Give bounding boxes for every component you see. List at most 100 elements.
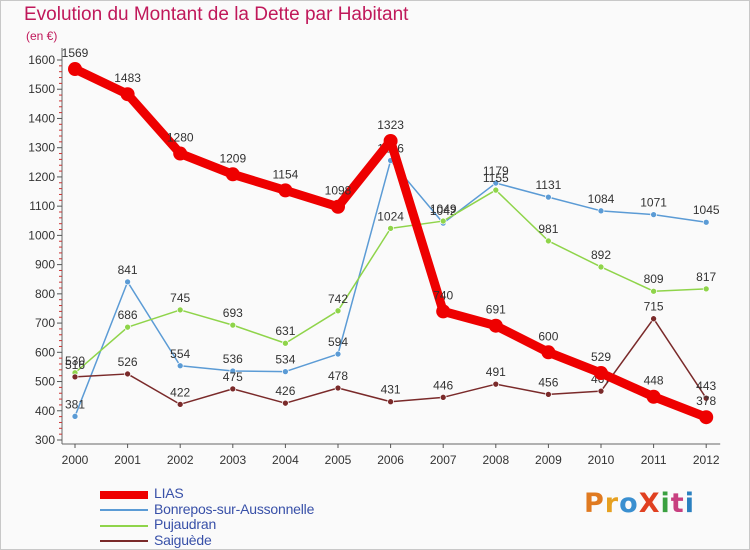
data-point-saigu-de <box>229 385 237 393</box>
data-label-pujaudran: 631 <box>275 324 295 338</box>
y-tick-label: 700 <box>35 316 55 330</box>
data-label-lias: 378 <box>696 394 716 408</box>
data-point-lias <box>383 133 398 148</box>
y-tick-label: 1000 <box>28 228 55 242</box>
y-tick-label: 1400 <box>28 111 55 125</box>
data-point-bonrepos-sur-aussonnelle <box>545 193 552 201</box>
data-point-lias <box>436 304 451 319</box>
data-label-saigu-de: 475 <box>223 370 243 384</box>
data-point-pujaudran <box>439 217 447 225</box>
y-tick-label: 900 <box>35 258 55 272</box>
data-label-pujaudran: 981 <box>538 222 558 236</box>
y-tick-label: 600 <box>35 345 55 359</box>
data-point-lias <box>278 183 293 198</box>
data-point-lias <box>225 167 240 182</box>
data-label-lias: 448 <box>644 374 664 388</box>
data-point-bonrepos-sur-aussonnelle <box>702 218 710 226</box>
x-tick-label: 2006 <box>377 453 404 467</box>
data-label-pujaudran: 817 <box>696 270 716 284</box>
chart-title: Evolution du Montant de la Dette par Hab… <box>24 4 409 25</box>
legend-label: Bonrepos-sur-Aussonnelle <box>154 500 315 517</box>
data-label-saigu-de: 491 <box>486 365 506 379</box>
data-point-bonrepos-sur-aussonnelle <box>650 211 657 218</box>
data-label-lias: 1569 <box>62 46 89 60</box>
data-point-saigu-de <box>282 399 289 407</box>
legend-label: Saiguède <box>154 531 212 548</box>
data-point-lias <box>699 410 714 425</box>
data-label-lias: 529 <box>591 350 611 364</box>
data-point-bonrepos-sur-aussonnelle <box>597 207 605 215</box>
data-label-bonrepos-sur-aussonnelle: 1179 <box>483 164 509 178</box>
x-tick-label: 2005 <box>325 453 352 467</box>
data-label-saigu-de: 456 <box>538 375 558 389</box>
data-label-bonrepos-sur-aussonnelle: 554 <box>170 347 190 361</box>
x-tick-label: 2009 <box>535 453 562 467</box>
data-point-bonrepos-sur-aussonnelle <box>334 350 342 358</box>
data-label-bonrepos-sur-aussonnelle: 1131 <box>535 178 561 192</box>
data-label-saigu-de: 715 <box>644 300 664 314</box>
data-label-saigu-de: 426 <box>275 384 295 398</box>
data-point-saigu-de <box>492 380 500 388</box>
data-label-pujaudran: 693 <box>223 306 243 320</box>
data-point-bonrepos-sur-aussonnelle <box>282 368 289 375</box>
data-point-pujaudran <box>597 263 605 271</box>
data-label-pujaudran: 745 <box>170 291 190 305</box>
data-label-bonrepos-sur-aussonnelle: 1071 <box>640 196 667 210</box>
x-tick-label: 2000 <box>62 453 89 467</box>
x-tick-label: 2012 <box>693 453 720 467</box>
legend-swatch <box>100 524 148 527</box>
logo-letter: i <box>660 488 671 519</box>
data-label-pujaudran: 1049 <box>430 202 457 216</box>
data-point-bonrepos-sur-aussonnelle <box>176 362 184 370</box>
data-label-bonrepos-sur-aussonnelle: 841 <box>118 263 138 277</box>
data-point-lias <box>120 87 135 102</box>
data-label-pujaudran: 742 <box>328 292 348 306</box>
y-tick-label: 300 <box>35 433 55 447</box>
data-label-bonrepos-sur-aussonnelle: 536 <box>223 352 243 366</box>
legend-swatch <box>100 490 148 499</box>
y-tick-label: 500 <box>35 375 55 389</box>
x-tick-label: 2003 <box>219 453 246 467</box>
data-point-saigu-de <box>387 398 394 406</box>
data-label-pujaudran: 686 <box>118 308 138 322</box>
data-point-pujaudran <box>176 306 184 314</box>
data-point-lias <box>488 318 503 333</box>
data-point-lias <box>541 345 556 360</box>
data-point-saigu-de <box>650 315 657 323</box>
data-label-pujaudran: 892 <box>591 248 611 262</box>
x-tick-label: 2008 <box>482 453 509 467</box>
logo-letter: i <box>684 488 695 519</box>
data-point-lias <box>594 366 608 381</box>
data-label-lias: 600 <box>538 329 558 343</box>
x-tick-label: 2011 <box>641 453 667 467</box>
data-point-bonrepos-sur-aussonnelle <box>492 179 500 187</box>
y-tick-label: 800 <box>35 287 55 301</box>
data-label-pujaudran: 809 <box>644 272 664 286</box>
data-point-pujaudran <box>492 186 500 194</box>
y-tick-label: 1200 <box>28 170 55 184</box>
legend-label: LIAS <box>154 485 184 501</box>
data-point-pujaudran <box>282 339 289 347</box>
data-point-saigu-de <box>71 373 79 381</box>
data-label-saigu-de: 422 <box>170 385 190 399</box>
data-point-pujaudran <box>650 287 657 295</box>
data-point-bonrepos-sur-aussonnelle <box>124 278 131 286</box>
data-point-pujaudran <box>334 307 342 315</box>
y-tick-label: 1100 <box>29 199 55 213</box>
legend-swatch <box>100 509 148 512</box>
data-point-saigu-de <box>597 387 605 395</box>
data-label-lias: 1154 <box>272 167 298 181</box>
data-label-lias: 740 <box>433 288 453 302</box>
data-label-bonrepos-sur-aussonnelle: 1042 <box>430 204 457 218</box>
data-point-pujaudran <box>702 285 710 293</box>
data-label-bonrepos-sur-aussonnelle: 534 <box>275 353 295 367</box>
data-label-lias: 1280 <box>167 131 194 145</box>
data-label-lias: 691 <box>486 303 506 317</box>
data-point-pujaudran <box>387 225 394 232</box>
x-tick-label: 2010 <box>588 453 615 467</box>
data-point-pujaudran <box>545 237 552 245</box>
logo-letter: r <box>604 488 620 519</box>
data-point-saigu-de <box>545 391 552 398</box>
data-point-saigu-de <box>702 394 710 402</box>
data-point-lias <box>173 146 188 161</box>
